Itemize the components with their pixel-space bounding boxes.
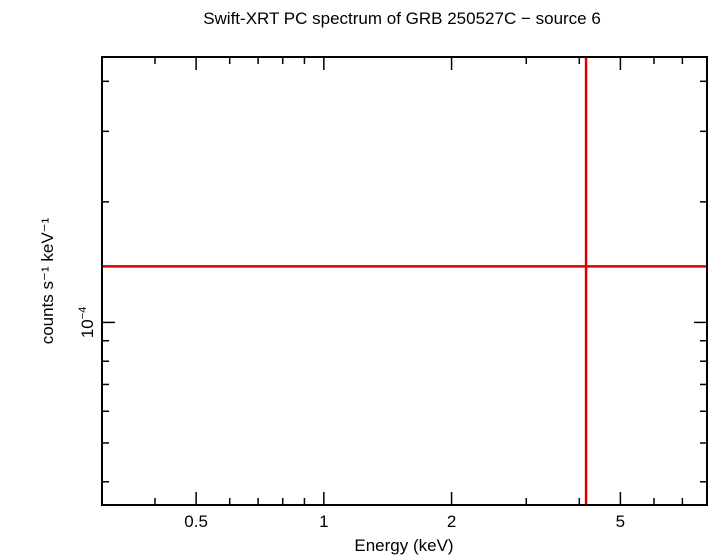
x-tick-label: 2 [447,512,456,531]
y-tick-label-exponent: −4 [77,307,89,320]
plot-frame [101,56,708,506]
y-axis-ticks: 10−4 [77,80,707,483]
x-tick-label: 5 [616,512,625,531]
x-tick-label: 1 [319,512,328,531]
x-tick-label: 0.5 [184,512,208,531]
y-tick-label-base: 10 [78,319,97,338]
chart-title: Swift-XRT PC spectrum of GRB 250527C − s… [203,9,601,28]
y-axis-label: counts s⁻¹ keV⁻¹ [38,217,57,344]
x-axis-ticks: 0.5 1 2 5 [101,57,708,531]
data-marks [102,57,707,505]
x-axis-label: Energy (keV) [354,536,453,555]
y-tick-label: 10−4 [77,307,97,338]
